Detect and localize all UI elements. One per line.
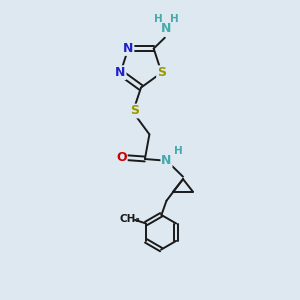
Text: N: N bbox=[115, 66, 126, 79]
Text: H: H bbox=[154, 14, 162, 23]
Text: S: S bbox=[157, 66, 166, 79]
Text: H: H bbox=[173, 146, 182, 156]
Text: CH₃: CH₃ bbox=[119, 214, 140, 224]
Text: N: N bbox=[161, 154, 172, 167]
Text: N: N bbox=[123, 42, 134, 55]
Text: N: N bbox=[161, 22, 172, 35]
Text: S: S bbox=[130, 104, 139, 118]
Text: H: H bbox=[170, 14, 179, 23]
Text: O: O bbox=[116, 151, 127, 164]
